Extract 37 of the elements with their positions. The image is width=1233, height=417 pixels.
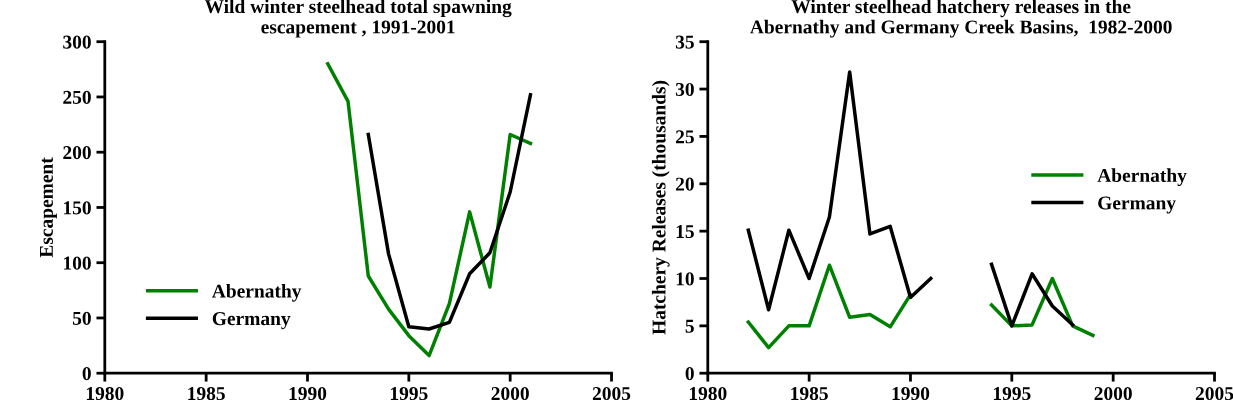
x-tick-label: 1990 [892,386,930,401]
x-tick-label: 2005 [1195,386,1233,401]
y-tick-label: 50 [72,311,91,325]
line-series [326,62,533,358]
legend-label: Abernathy [212,283,302,302]
y-tick-label: 0 [685,367,694,381]
y-tick-label: 300 [63,35,91,49]
y-tick-label: 15 [676,225,694,239]
y-tick-label: 200 [63,146,91,160]
y-tick-label: 250 [63,90,91,104]
legend-label: Germany [1098,196,1176,214]
legend-label: Germany [212,312,291,330]
x-tick-label: 1980 [689,386,727,401]
x-tick-label: 1985 [188,386,225,401]
y-axis-title: Hatchery Releases (thousands) [651,80,670,335]
line-series [366,93,533,331]
x-tick-label: 1985 [791,386,828,401]
y-tick-label: 0 [82,367,91,381]
y-axis-title: Escapement [40,157,57,258]
y-tick-label: 100 [64,256,91,270]
y-tick-label: 20 [675,177,694,191]
y-tick-label: 35 [675,35,694,49]
x-tick-label: 1980 [86,386,124,401]
x-tick-label: 1995 [390,387,428,401]
y-tick-label: 150 [64,201,91,215]
y-tick-label: 10 [676,272,694,286]
legend-label: Abernathy [1097,168,1187,187]
x-tick-label: 2000 [1094,386,1132,401]
x-tick-label: 1995 [993,387,1031,401]
chart-title: Wild winter steelhead total spawning escapement , 1991-2001 [204,0,512,38]
x-tick-label: 1990 [289,386,327,401]
y-tick-label: 5 [685,319,694,333]
x-tick-label: 2005 [592,386,631,401]
chart-title: Winter steelhead hatchery releases in the Abernathy and Germany Creek Basins, 1982-2000 [750,0,1172,38]
x-tick-label: 2000 [491,386,529,401]
y-tick-label: 25 [675,130,694,144]
y-tick-label: 30 [675,82,694,96]
